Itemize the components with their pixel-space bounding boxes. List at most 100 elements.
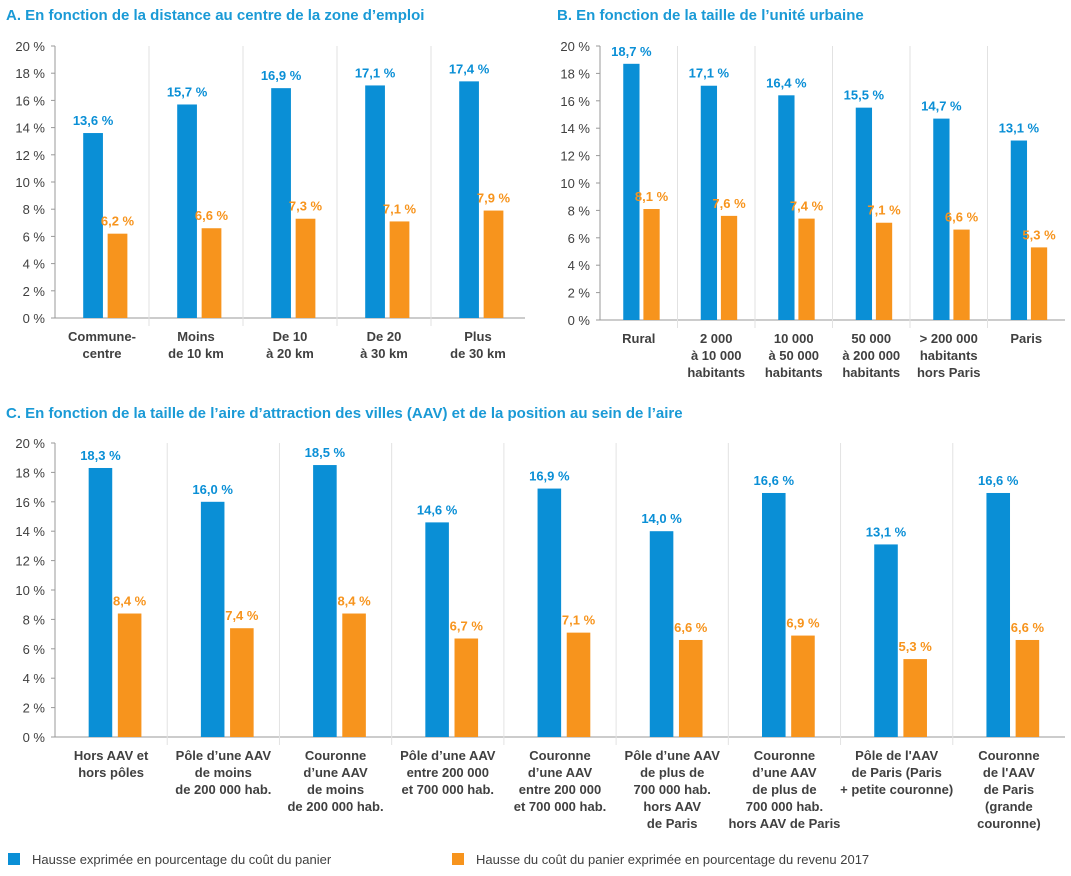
y-tick-label: 6 % bbox=[23, 229, 46, 244]
value-label: 7,4 % bbox=[790, 199, 824, 214]
value-label: 18,7 % bbox=[611, 44, 652, 59]
y-tick-label: 18 % bbox=[560, 66, 590, 81]
value-label: 17,4 % bbox=[449, 61, 490, 76]
y-tick-label: 4 % bbox=[568, 258, 591, 273]
bar bbox=[1010, 140, 1028, 320]
bar bbox=[566, 632, 591, 737]
value-label: 14,6 % bbox=[417, 502, 458, 517]
value-label: 7,4 % bbox=[225, 608, 259, 623]
y-tick-label: 2 % bbox=[23, 284, 46, 299]
value-label: 14,7 % bbox=[921, 99, 962, 114]
value-label: 16,6 % bbox=[754, 473, 795, 488]
value-label: 16,9 % bbox=[261, 68, 302, 83]
bar bbox=[454, 638, 479, 737]
value-label: 14,0 % bbox=[641, 511, 682, 526]
x-tick-label: Pôle de l'AAV de Paris (Paris + petite cou… bbox=[840, 748, 953, 797]
x-tick-label: 10 000 à 50 000 habitants bbox=[765, 331, 823, 380]
value-label: 6,7 % bbox=[450, 619, 484, 634]
bar bbox=[342, 613, 366, 737]
bar bbox=[953, 229, 970, 320]
y-tick-label: 8 % bbox=[23, 612, 46, 627]
value-label: 8,4 % bbox=[113, 594, 147, 609]
value-label: 16,9 % bbox=[529, 469, 570, 484]
x-tick-label: Pôle d’une AAV de moins de 200 000 hab. bbox=[175, 748, 271, 797]
bar bbox=[874, 544, 898, 737]
y-tick-label: 10 % bbox=[15, 175, 45, 190]
legend-label: Hausse exprimée en pourcentage du coût d… bbox=[32, 852, 332, 867]
x-tick-label: De 20 à 30 km bbox=[360, 329, 408, 361]
y-tick-label: 16 % bbox=[15, 495, 45, 510]
bar bbox=[295, 218, 316, 318]
x-tick-label: > 200 000 habitants hors Paris bbox=[917, 331, 981, 380]
y-tick-label: 6 % bbox=[23, 642, 46, 657]
value-label: 7,6 % bbox=[712, 196, 746, 211]
y-tick-label: 20 % bbox=[15, 39, 45, 54]
bar bbox=[389, 221, 410, 318]
bar bbox=[177, 104, 197, 318]
chart-title: C. En fonction de la taille de l’aire d’… bbox=[6, 405, 683, 422]
y-tick-label: 2 % bbox=[23, 701, 46, 716]
chart-title: A. En fonction de la distance au centre … bbox=[6, 7, 424, 24]
y-tick-label: 6 % bbox=[568, 231, 591, 246]
chart-title: B. En fonction de la taille de l’unité u… bbox=[557, 7, 864, 24]
y-tick-label: 2 % bbox=[568, 286, 591, 301]
y-tick-label: 0 % bbox=[23, 311, 46, 326]
y-tick-label: 12 % bbox=[15, 554, 45, 569]
x-tick-label: Couronne d’une AAV de moins de 200 000 hab. bbox=[287, 748, 383, 814]
y-tick-label: 14 % bbox=[15, 524, 45, 539]
value-label: 6,9 % bbox=[786, 616, 820, 631]
y-tick-label: 8 % bbox=[23, 202, 46, 217]
y-tick-label: 4 % bbox=[23, 257, 46, 272]
bar bbox=[762, 492, 786, 737]
bar bbox=[778, 95, 795, 320]
bar bbox=[483, 210, 504, 318]
value-label: 17,1 % bbox=[355, 65, 396, 80]
value-label: 6,6 % bbox=[674, 620, 708, 635]
bar bbox=[117, 613, 142, 737]
x-tick-label: Couronne d’une AAV de plus de 700 000 hab. h… bbox=[728, 748, 840, 831]
bar bbox=[623, 63, 640, 321]
y-tick-label: 0 % bbox=[568, 313, 591, 328]
y-tick-label: 10 % bbox=[560, 176, 590, 191]
x-tick-label: Rural bbox=[622, 331, 655, 346]
y-tick-label: 0 % bbox=[23, 730, 46, 745]
bar bbox=[933, 118, 950, 320]
value-label: 6,2 % bbox=[101, 214, 135, 229]
y-tick-label: 18 % bbox=[15, 465, 45, 480]
value-label: 6,6 % bbox=[945, 210, 979, 225]
value-label: 8,4 % bbox=[337, 594, 371, 609]
x-tick-label: Couronne d’une AAV entre 200 000 et 700 000… bbox=[514, 748, 607, 814]
value-label: 16,6 % bbox=[978, 473, 1019, 488]
bar bbox=[649, 531, 674, 737]
bar bbox=[200, 501, 225, 737]
y-tick-label: 16 % bbox=[560, 94, 590, 109]
bar bbox=[313, 465, 337, 737]
value-label: 8,1 % bbox=[635, 189, 669, 204]
x-tick-label: 50 000 à 200 000 habitants bbox=[842, 331, 900, 380]
x-tick-label: Moins de 10 km bbox=[168, 329, 224, 361]
value-label: 5,3 % bbox=[899, 639, 933, 654]
bar bbox=[855, 107, 873, 321]
x-tick-label: Commune-centre bbox=[68, 329, 136, 361]
y-tick-label: 12 % bbox=[560, 149, 590, 164]
y-tick-label: 14 % bbox=[15, 121, 45, 136]
x-tick-label: De 10 à 20 km bbox=[266, 329, 314, 361]
bar bbox=[537, 488, 562, 737]
x-tick-label: Couronne de l'AAV de Paris (grande couronne) bbox=[977, 748, 1041, 831]
value-label: 7,3 % bbox=[289, 199, 323, 214]
y-tick-label: 18 % bbox=[15, 66, 45, 81]
bar bbox=[201, 228, 222, 318]
bar bbox=[83, 133, 103, 318]
x-tick-label: 2 000 à 10 000 habitants bbox=[687, 331, 745, 380]
bar bbox=[230, 628, 254, 737]
y-tick-label: 8 % bbox=[568, 203, 591, 218]
value-label: 16,4 % bbox=[766, 75, 807, 90]
bar bbox=[678, 639, 703, 737]
legend-swatch bbox=[452, 853, 464, 865]
bar bbox=[720, 215, 738, 320]
value-label: 15,5 % bbox=[844, 88, 885, 103]
x-tick-label: Pôle d’une AAV entre 200 000 et 700 000 ha… bbox=[400, 748, 496, 797]
x-tick-label: Pôle d’une AAV de plus de 700 000 hab. hors… bbox=[625, 748, 721, 831]
bar bbox=[798, 218, 815, 320]
bar bbox=[365, 85, 385, 318]
